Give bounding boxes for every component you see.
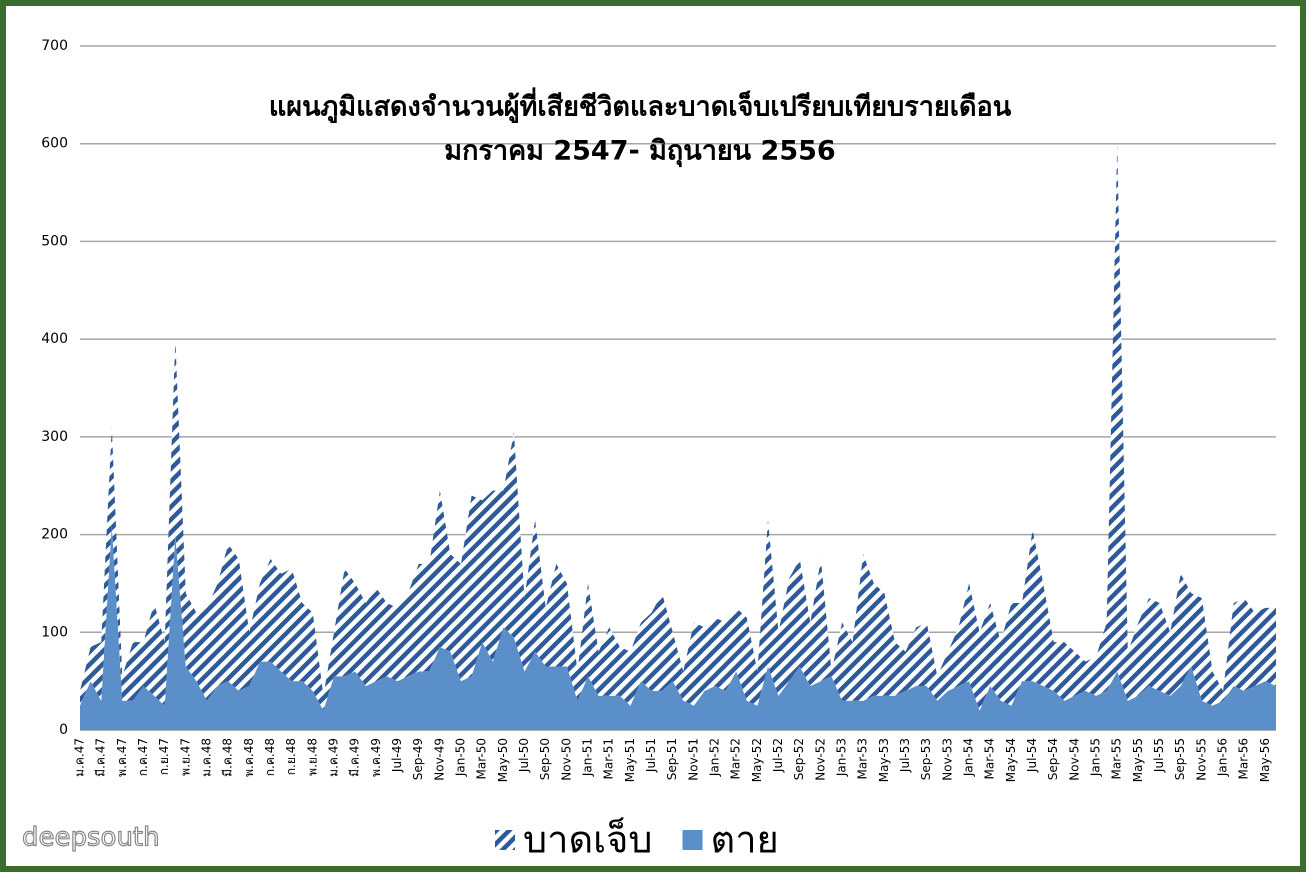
x-tick-label: May-56 (1258, 738, 1272, 782)
legend-swatch (495, 830, 515, 850)
x-tick-label: Sep-52 (792, 738, 806, 780)
x-tick-label: Sep-50 (538, 738, 552, 780)
x-tick-label: May-55 (1131, 738, 1145, 782)
chart-subtitle: มกราคม 2547- มิถุนายน 2556 (444, 136, 835, 168)
x-tick-label: Nov-52 (813, 738, 827, 781)
x-tick-label: Mar-56 (1237, 738, 1251, 779)
x-tick-label: Jul-52 (771, 738, 785, 773)
x-tick-label: Nov-55 (1194, 738, 1208, 781)
y-tick-label: 600 (41, 136, 68, 152)
x-tick-label: Sep-53 (919, 738, 933, 780)
x-tick-label: ก.ค.48 (263, 738, 277, 776)
x-tick-label: Nov-50 (559, 738, 573, 781)
x-tick-label: Jul-51 (644, 738, 658, 773)
x-tick-label: ม.ค.49 (327, 738, 341, 777)
x-tick-label: May-52 (750, 738, 764, 782)
y-tick-label: 300 (41, 429, 68, 445)
x-tick-label: Jul-54 (1025, 738, 1039, 773)
x-tick-label: พ.ย.47 (178, 738, 192, 776)
x-tick-label: Jan-55 (1089, 738, 1103, 777)
y-tick-label: 100 (41, 624, 68, 640)
x-tick-label: ม.ค.47 (73, 738, 87, 777)
legend-label: บาดเจ็บ (523, 817, 653, 862)
x-tick-label: Nov-49 (432, 738, 446, 781)
x-tick-label: Jul-53 (898, 738, 912, 773)
x-tick-label: พ.ค.48 (242, 738, 256, 777)
x-tick-label: Mar-54 (983, 738, 997, 779)
x-tick-label: Mar-52 (729, 738, 743, 779)
x-tick-label: พ.ย.48 (305, 738, 319, 776)
x-tick-label: พ.ค.47 (115, 738, 129, 777)
area (80, 143, 1276, 711)
x-tick-label: มี.ค.48 (221, 738, 235, 777)
x-tick-label: Nov-53 (940, 738, 954, 781)
watermark: deepsouth (22, 823, 160, 853)
x-tick-label: Sep-54 (1046, 738, 1060, 780)
x-tick-label: Nov-51 (686, 738, 700, 781)
x-tick-label: Jan-54 (962, 738, 976, 777)
x-tick-label: Mar-53 (856, 738, 870, 779)
x-tick-label: พ.ค.49 (369, 738, 383, 777)
x-tick-label: Mar-50 (475, 738, 489, 779)
y-tick-label: 700 (41, 38, 68, 54)
x-tick-label: Nov-54 (1067, 738, 1081, 781)
x-tick-label: May-53 (877, 738, 891, 782)
x-tick-label: Jan-51 (581, 738, 595, 777)
x-tick-label: Sep-55 (1173, 738, 1187, 780)
x-tick-label: ก.ย.47 (157, 738, 171, 775)
x-tick-label: Mar-55 (1110, 738, 1124, 779)
x-tick-label: May-50 (496, 738, 510, 782)
y-tick-label: 500 (41, 233, 68, 249)
legend-swatch (682, 830, 703, 850)
x-tick-label: May-51 (623, 738, 637, 782)
x-tick-label: Jul-50 (517, 738, 531, 773)
x-tick-label: ก.ย.48 (284, 738, 298, 775)
legend-label: ตาย (711, 818, 779, 862)
x-tick-label: Jul-55 (1152, 738, 1166, 773)
x-tick-label: Jan-56 (1216, 738, 1230, 777)
x-tick-label: Jan-53 (835, 738, 849, 777)
x-tick-label: Jul-49 (390, 738, 404, 773)
chart-title: แผนภูมิแสดงจำนวนผู้ที่เสียชีวิตและบาดเจ็… (269, 87, 1012, 124)
x-tick-label: Sep-51 (665, 738, 679, 780)
x-tick-label: ก.ค.47 (136, 738, 150, 776)
area (80, 524, 1276, 730)
y-tick-label: 200 (41, 527, 68, 543)
x-tick-label: Sep-49 (411, 738, 425, 780)
x-tick-label: Jan-52 (708, 738, 722, 777)
y-tick-label: 400 (41, 331, 68, 347)
x-tick-label: ม.ค.48 (200, 738, 214, 777)
x-tick-label: May-54 (1004, 738, 1018, 782)
x-tick-label: มี.ค.47 (94, 738, 108, 777)
y-tick-label: 0 (59, 722, 68, 738)
x-tick-label: Mar-51 (602, 738, 616, 779)
x-tick-label: Jan-50 (454, 738, 468, 777)
x-tick-label: มี.ค.49 (348, 738, 362, 777)
